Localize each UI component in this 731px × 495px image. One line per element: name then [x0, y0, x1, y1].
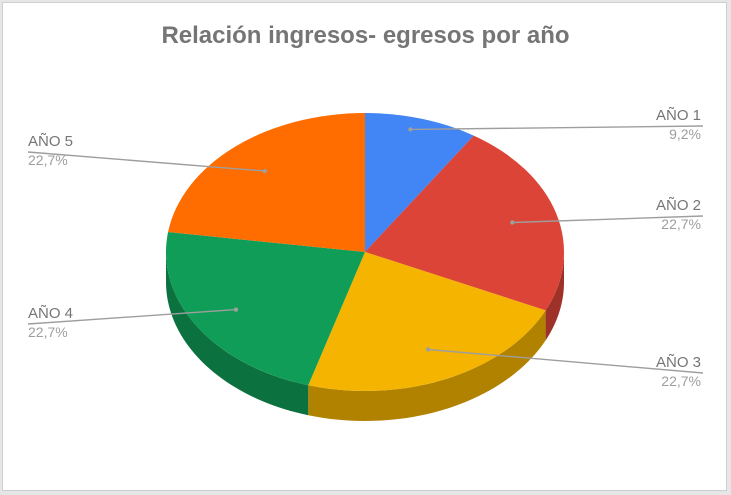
slice-label-2: AÑO 2: [656, 197, 701, 214]
slice-side-3: [308, 310, 546, 421]
slice-value-4: 22,7%: [28, 324, 68, 340]
slice-label-1: AÑO 1: [656, 107, 701, 124]
slice-side-4: [166, 252, 309, 416]
slice-value-3: 22,7%: [661, 373, 701, 389]
leader-line-4: [27, 308, 236, 325]
leader-line-3: [428, 348, 704, 374]
pie-slice-2: [365, 135, 565, 311]
pie-slices: [165, 113, 565, 391]
leader-line-1: [410, 125, 704, 131]
slice-value-5: 22,7%: [28, 152, 68, 168]
leader-dot-2: [510, 220, 515, 225]
leader-dot-4: [233, 307, 239, 312]
slice-label-3: AÑO 3: [656, 354, 701, 371]
slice-label-4: AÑO 4: [28, 305, 73, 322]
slice-side-2: [545, 252, 564, 341]
slice-value-2: 22,7%: [661, 216, 701, 232]
pie-slice-5: [168, 113, 365, 252]
leader-line-2: [512, 215, 704, 224]
slice-value-1: 9,2%: [669, 126, 701, 142]
leader-line-5: [27, 151, 265, 172]
pie-depth: [166, 252, 564, 421]
pie-slice-4: [165, 231, 365, 386]
chart-title: Relación ingresos- egresos por año: [161, 22, 570, 49]
slice-label-5: AÑO 5: [28, 133, 73, 150]
leader-dot-5: [262, 168, 267, 174]
leader-lines: [27, 125, 704, 374]
pie-slice-3: [308, 252, 546, 391]
slice-labels: AÑO 1 9,2% AÑO 2 22,7% AÑO 3 22,7% AÑO 4 22,7% A…: [28, 107, 701, 389]
leader-dot-3: [425, 347, 431, 352]
pie-slice-1: [365, 113, 474, 252]
leader-dot-1: [408, 127, 413, 132]
